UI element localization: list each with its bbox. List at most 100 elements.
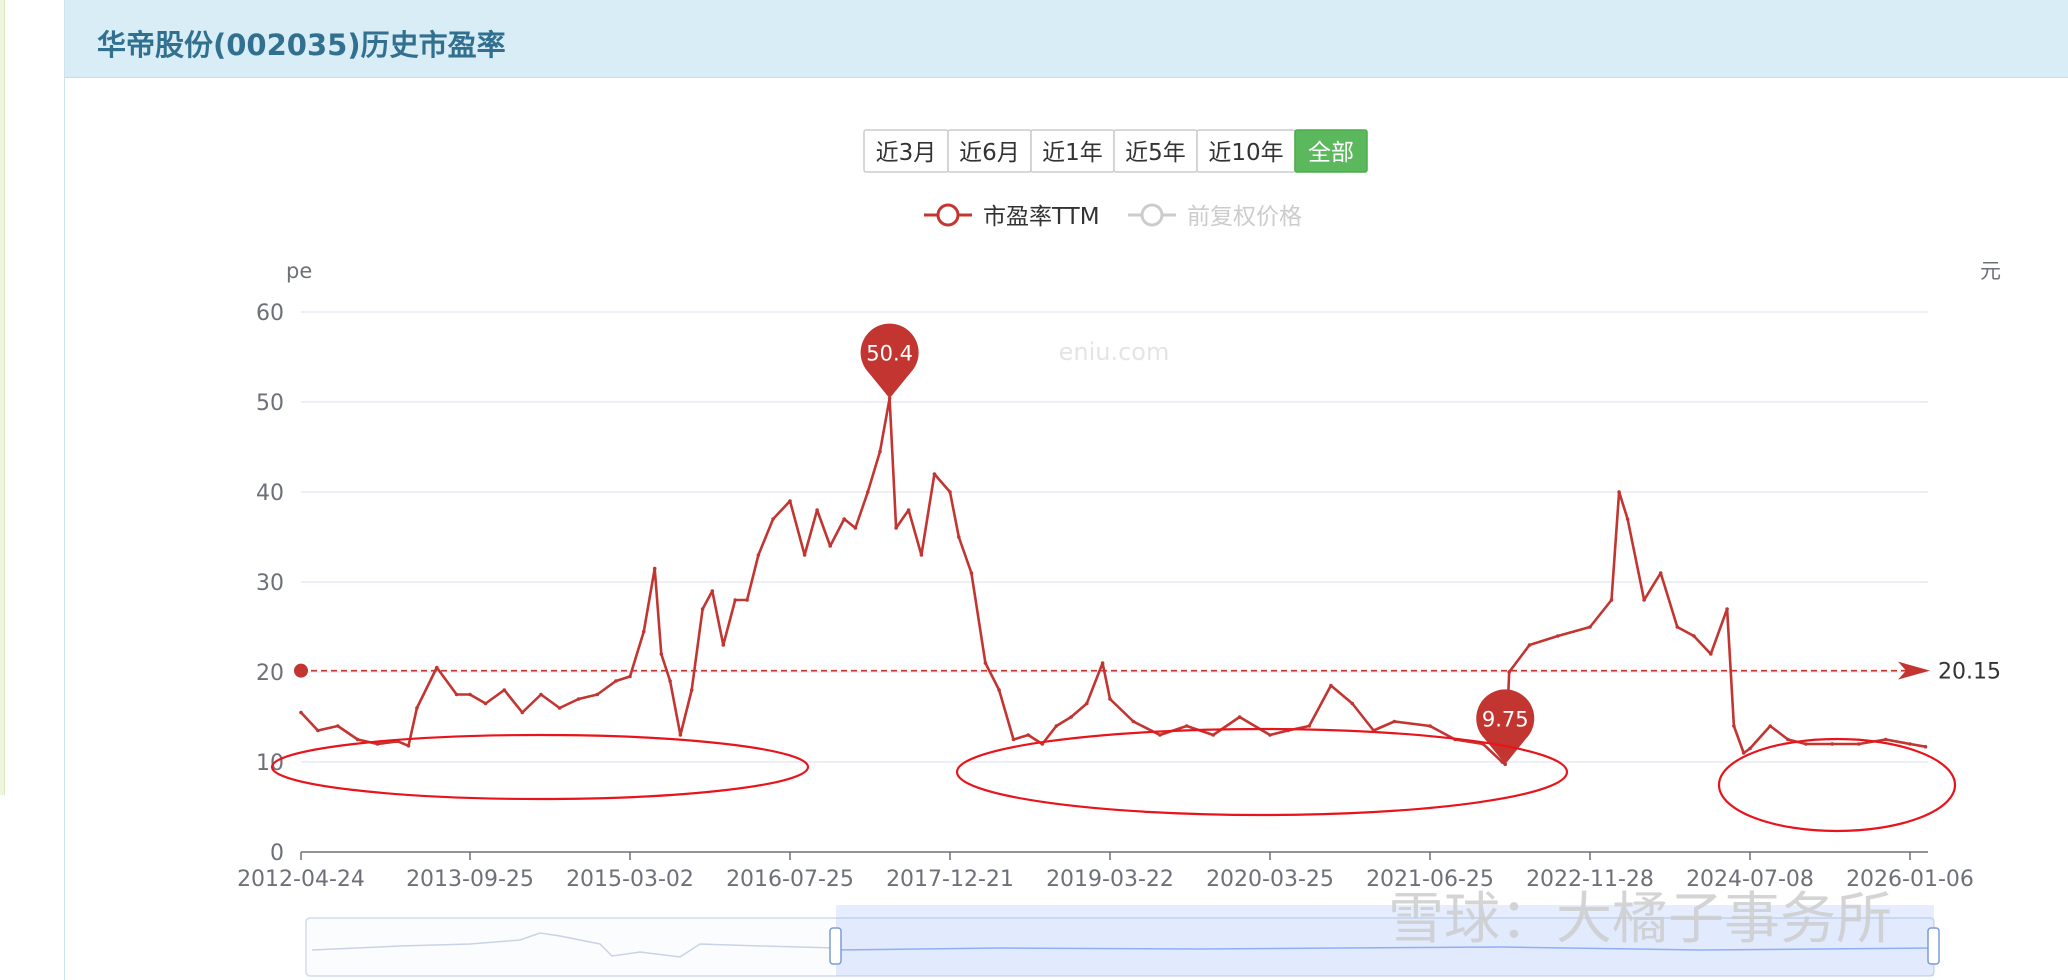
y-tick-label: 40 [256, 481, 284, 506]
pe-data-point [1184, 724, 1189, 728]
y-tick-label: 20 [256, 661, 284, 686]
pe-data-point [652, 566, 657, 571]
range-button-label[interactable]: 近1年 [1042, 140, 1103, 166]
pe-data-point [1100, 661, 1105, 665]
pe-data-point [642, 629, 646, 634]
pe-data-point [756, 553, 761, 557]
pe-data-point [1725, 607, 1729, 611]
x-tick-label: 2022-11-28 [1526, 867, 1654, 892]
min-value-label: 9.75 [1482, 707, 1529, 731]
pe-data-point [520, 710, 525, 715]
range-button-label[interactable]: 近6月 [959, 140, 1020, 166]
pe-data-point [957, 535, 961, 539]
pe-data-point [435, 665, 439, 670]
y-axis-left-name: pe [286, 259, 312, 283]
pe-data-point [1392, 719, 1397, 724]
pe-data-point [1503, 762, 1507, 767]
x-tick-label: 2012-04-24 [237, 867, 365, 892]
zoom-slider-mini-chart [311, 932, 837, 958]
range-button-label[interactable]: 近3月 [876, 140, 937, 166]
pe-data-point [1329, 683, 1333, 688]
pe-data-point [906, 508, 911, 512]
pe-data-point [614, 679, 618, 683]
y-axis-right-name: 元 [1980, 259, 2001, 283]
range-button-5[interactable] [1294, 129, 1368, 173]
reference-line-arrow-icon [1898, 661, 1930, 680]
pe-data-point [336, 724, 340, 728]
x-tick-label: 2020-03-25 [1206, 867, 1334, 892]
annotation-ellipse-2 [955, 727, 1569, 817]
pe-data-point [1507, 670, 1511, 674]
pe-data-point [997, 688, 1001, 692]
pe-data-point [1307, 724, 1311, 728]
pe-data-point [539, 692, 543, 697]
site-watermark-text: eniu.com [1059, 338, 1170, 366]
pe-data-point [771, 517, 775, 521]
pe-data-point [1131, 719, 1136, 724]
pe-data-point [1609, 598, 1614, 602]
xueqiu-watermark-text: 雪球：大橘子事务所 [1388, 887, 1892, 952]
max-value-pin [860, 323, 919, 399]
y-tick-label: 30 [256, 571, 284, 596]
pe-data-point [1011, 737, 1016, 742]
pe-data-point [1675, 625, 1680, 629]
y-tick-label: 50 [256, 391, 284, 416]
pe-data-point [1108, 697, 1112, 701]
zoom-slider-left-handle[interactable] [829, 927, 842, 965]
legend-price-marker-icon[interactable] [1140, 203, 1164, 227]
pe-data-point [1069, 715, 1073, 719]
x-tick-label: 2017-12-21 [886, 867, 1014, 892]
x-tick-label: 2021-06-25 [1366, 867, 1494, 892]
panel-header: 华帝股份(002035)历史市盈率 [65, 0, 2068, 78]
pe-data-point [299, 710, 303, 715]
pe-data-point [1642, 598, 1646, 602]
pe-data-point [853, 526, 858, 530]
pe-data-point [1908, 742, 1912, 746]
pe-data-point [828, 544, 832, 548]
pe-data-point [595, 692, 600, 697]
legend-price-label[interactable]: 前复权价格 [1187, 204, 1302, 230]
reference-line-start-dot [294, 663, 308, 678]
pe-data-point [1237, 715, 1242, 719]
range-button-label[interactable]: 近5年 [1125, 140, 1186, 166]
x-tick-label: 2013-09-25 [406, 867, 534, 892]
pe-data-point [1804, 742, 1808, 746]
pe-data-point [1732, 724, 1736, 728]
panel-title: 华帝股份(002035)历史市盈率 [97, 28, 506, 62]
pe-data-point [689, 688, 694, 692]
x-tick-label: 2019-03-22 [1046, 867, 1174, 892]
pe-data-point [1786, 737, 1790, 742]
pe-data-point [1054, 724, 1059, 728]
pe-data-point [454, 692, 459, 697]
pe-data-point [919, 553, 924, 557]
pe-data-point [1709, 652, 1713, 656]
pe-data-point [502, 688, 507, 692]
left-sidebar-edge [0, 0, 5, 795]
pe-data-point [1428, 724, 1432, 728]
zoom-slider-selected-range[interactable] [836, 905, 1934, 976]
y-tick-label: 60 [256, 301, 284, 326]
pe-data-point [659, 652, 664, 656]
pe-data-point [1085, 701, 1089, 706]
pe-data-point [316, 728, 320, 733]
pe-data-point [1350, 701, 1355, 706]
pe-data-point [375, 742, 380, 746]
pe-data-point [468, 692, 472, 697]
pe-data-point [557, 706, 562, 710]
pe-data-point [415, 706, 419, 710]
legend-pe-label[interactable]: 市盈率TTM [983, 204, 1100, 230]
pe-data-point [866, 490, 870, 494]
pe-data-point [1883, 737, 1888, 742]
pe-data-point [1658, 571, 1663, 575]
pe-data-point [815, 508, 819, 512]
pe-data-point [576, 697, 581, 701]
annotation-ellipse-1 [270, 733, 810, 801]
legend-pe-marker-icon[interactable] [936, 203, 960, 227]
zoom-slider-right-handle[interactable] [1927, 927, 1940, 965]
pe-data-point [700, 607, 705, 611]
range-button-label[interactable]: 近10年 [1208, 140, 1283, 166]
range-button-label[interactable]: 全部 [1308, 140, 1354, 166]
pe-data-point [1857, 742, 1861, 746]
pe-data-point [678, 733, 683, 737]
pe-data-point [983, 661, 988, 665]
